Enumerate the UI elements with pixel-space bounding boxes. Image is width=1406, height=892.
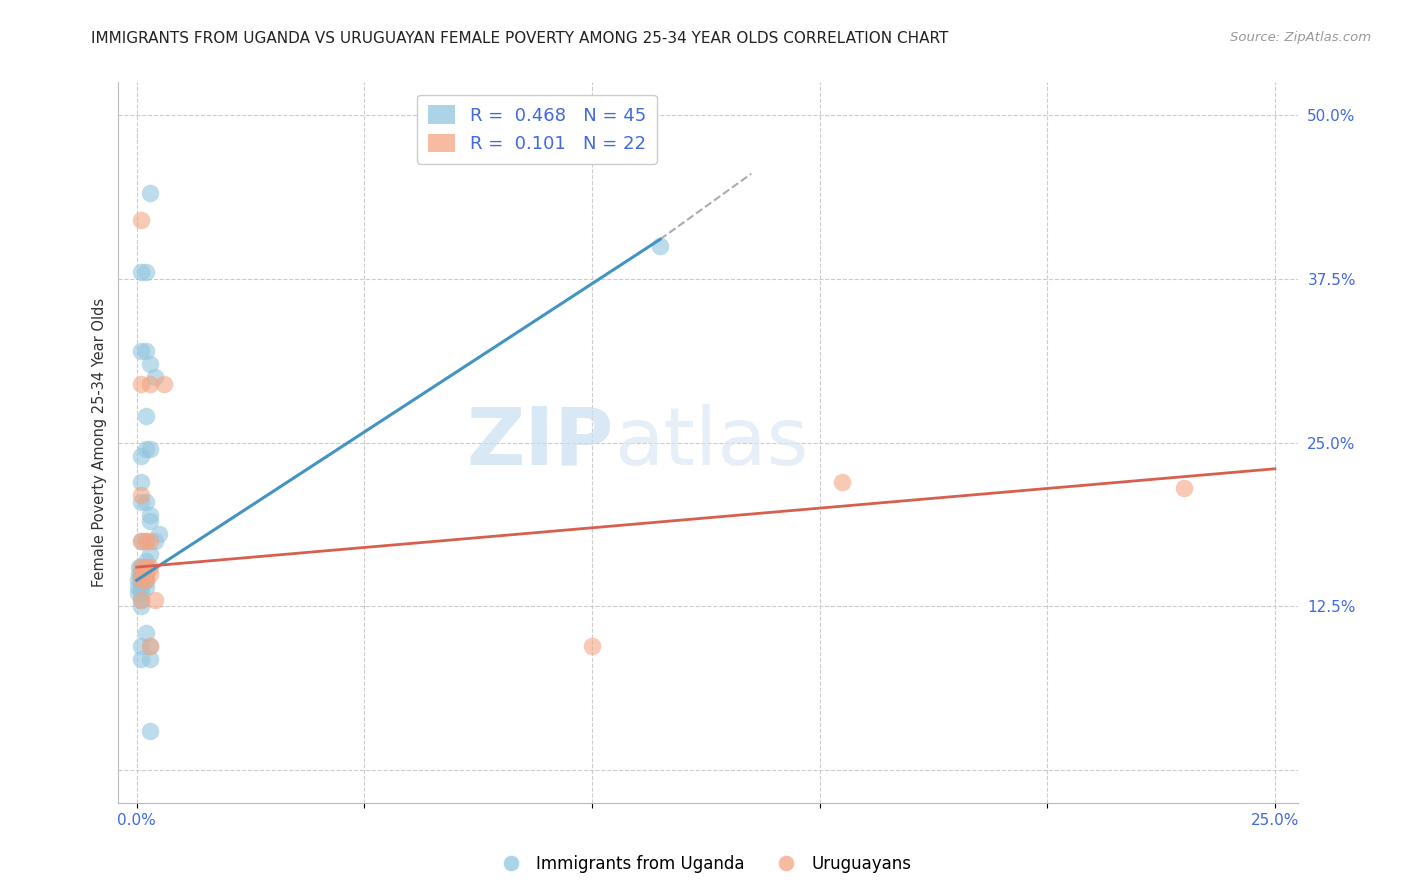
Point bbox=[139, 186, 162, 201]
Point bbox=[139, 560, 162, 574]
Point bbox=[129, 580, 152, 594]
Point bbox=[139, 533, 162, 548]
Point bbox=[831, 475, 853, 489]
Point bbox=[135, 566, 157, 581]
Point bbox=[128, 560, 150, 574]
Point bbox=[143, 533, 166, 548]
Point bbox=[139, 566, 162, 581]
Point bbox=[129, 343, 152, 358]
Point bbox=[129, 265, 152, 279]
Point bbox=[1173, 482, 1195, 496]
Point bbox=[129, 652, 152, 666]
Point bbox=[139, 547, 162, 561]
Point bbox=[129, 376, 152, 391]
Point bbox=[139, 357, 162, 371]
Point bbox=[143, 593, 166, 607]
Text: atlas: atlas bbox=[613, 403, 808, 482]
Point bbox=[129, 533, 152, 548]
Point bbox=[135, 343, 157, 358]
Y-axis label: Female Poverty Among 25-34 Year Olds: Female Poverty Among 25-34 Year Olds bbox=[93, 298, 107, 587]
Point bbox=[129, 593, 152, 607]
Point bbox=[129, 212, 152, 227]
Point bbox=[127, 586, 149, 600]
Point bbox=[129, 494, 152, 508]
Text: IMMIGRANTS FROM UGANDA VS URUGUAYAN FEMALE POVERTY AMONG 25-34 YEAR OLDS CORRELA: IMMIGRANTS FROM UGANDA VS URUGUAYAN FEMA… bbox=[91, 31, 949, 46]
Point bbox=[153, 376, 176, 391]
Point bbox=[135, 625, 157, 640]
Point bbox=[135, 442, 157, 456]
Point bbox=[581, 639, 603, 653]
Point bbox=[135, 566, 157, 581]
Point bbox=[127, 574, 149, 588]
Legend: R =  0.468   N = 45, R =  0.101   N = 22: R = 0.468 N = 45, R = 0.101 N = 22 bbox=[418, 95, 657, 164]
Point bbox=[135, 580, 157, 594]
Point bbox=[129, 574, 152, 588]
Point bbox=[135, 533, 157, 548]
Point bbox=[148, 527, 170, 541]
Point bbox=[139, 639, 162, 653]
Point bbox=[129, 475, 152, 489]
Point bbox=[129, 449, 152, 463]
Point bbox=[129, 586, 152, 600]
Point bbox=[129, 639, 152, 653]
Point bbox=[139, 508, 162, 522]
Point bbox=[129, 560, 152, 574]
Point bbox=[129, 560, 152, 574]
Text: Source: ZipAtlas.com: Source: ZipAtlas.com bbox=[1230, 31, 1371, 45]
Point bbox=[129, 593, 152, 607]
Point bbox=[143, 370, 166, 384]
Point bbox=[127, 580, 149, 594]
Point bbox=[135, 533, 157, 548]
Point bbox=[135, 560, 157, 574]
Point bbox=[135, 574, 157, 588]
Point bbox=[139, 724, 162, 739]
Point bbox=[135, 553, 157, 567]
Point bbox=[129, 533, 152, 548]
Point bbox=[129, 566, 152, 581]
Point bbox=[135, 265, 157, 279]
Point bbox=[129, 574, 152, 588]
Legend: Immigrants from Uganda, Uruguayans: Immigrants from Uganda, Uruguayans bbox=[488, 848, 918, 880]
Point bbox=[135, 494, 157, 508]
Point bbox=[129, 566, 152, 581]
Point bbox=[129, 599, 152, 614]
Point bbox=[650, 239, 672, 253]
Point bbox=[139, 514, 162, 528]
Point bbox=[139, 442, 162, 456]
Point bbox=[139, 652, 162, 666]
Point bbox=[139, 639, 162, 653]
Point bbox=[135, 409, 157, 424]
Point bbox=[135, 560, 157, 574]
Point bbox=[139, 376, 162, 391]
Point bbox=[128, 566, 150, 581]
Point bbox=[129, 488, 152, 502]
Point bbox=[135, 574, 157, 588]
Text: ZIP: ZIP bbox=[467, 403, 613, 482]
